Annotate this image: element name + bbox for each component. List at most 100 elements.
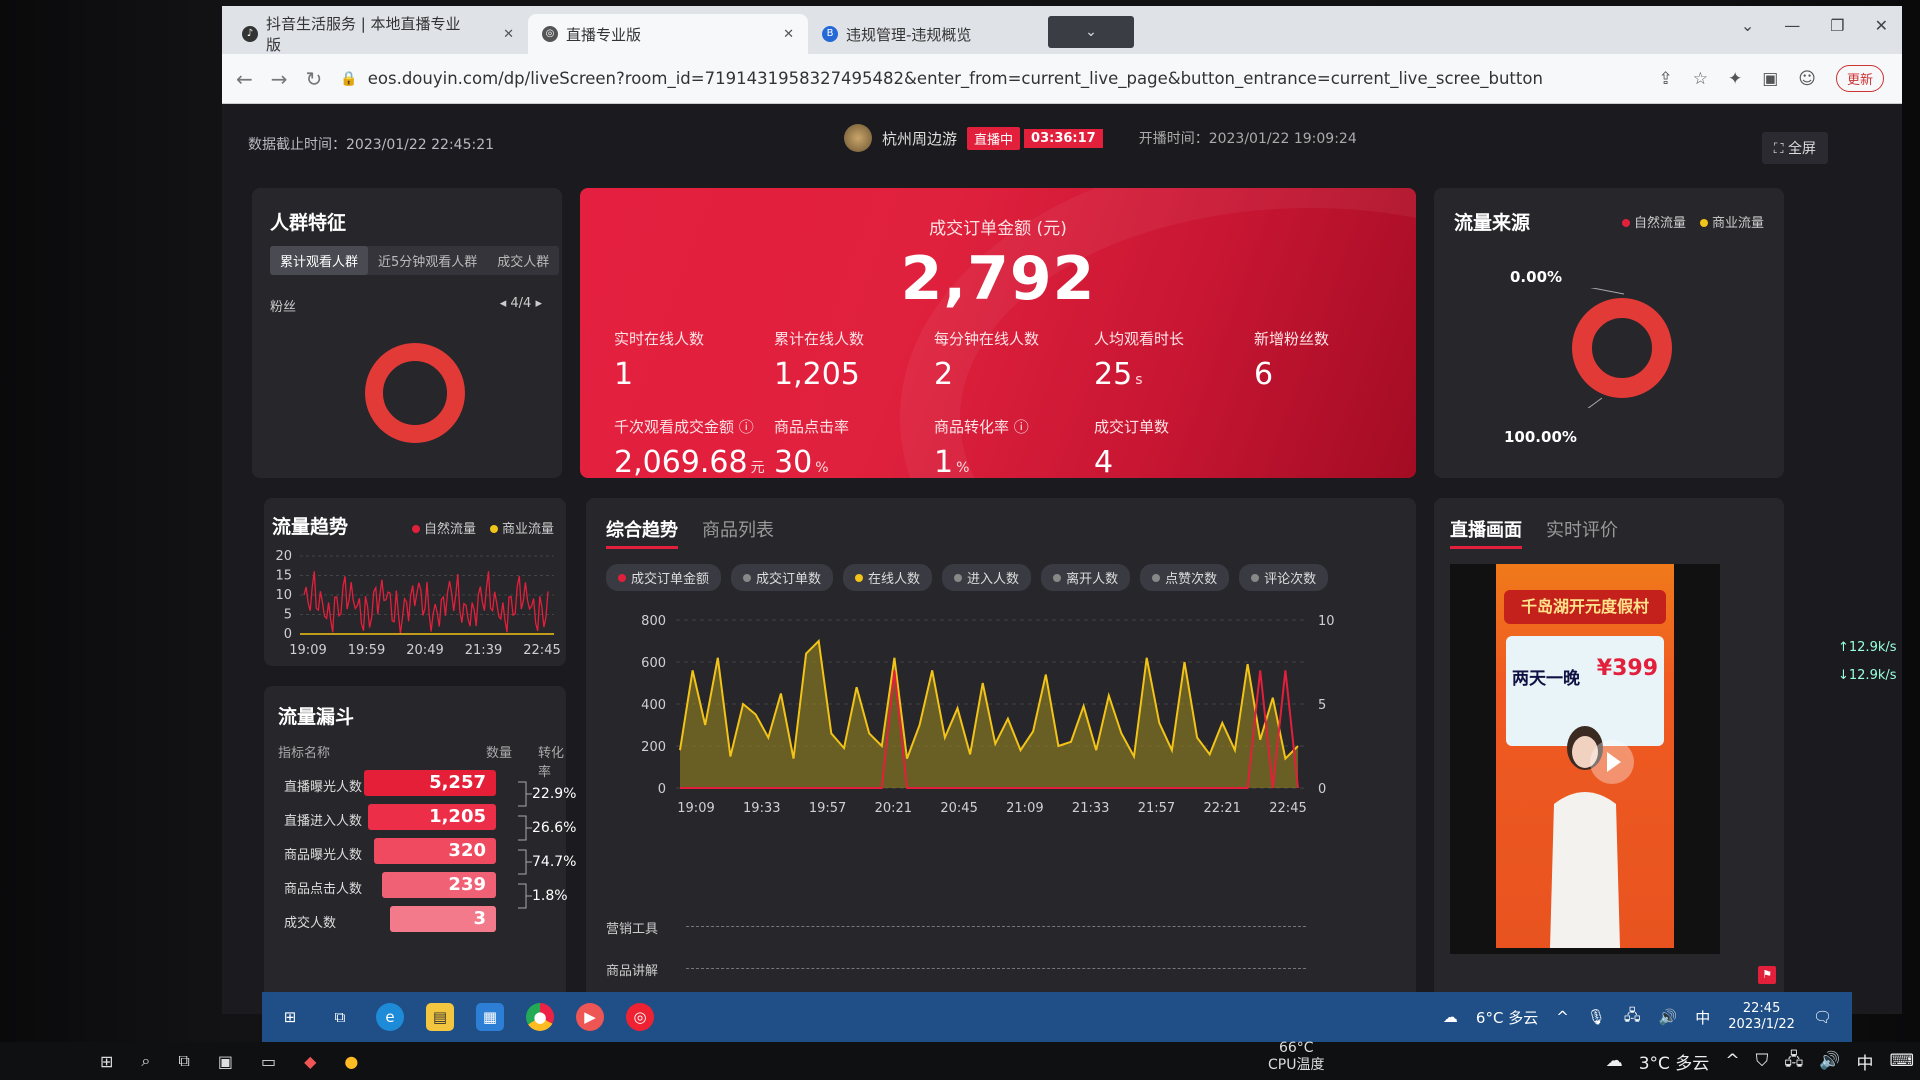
tab-label: 直播专业版	[566, 25, 642, 44]
live-video[interactable]: 千岛湖开元度假村 两天一晚 ¥399	[1450, 564, 1720, 954]
volume-icon[interactable]: 🔊	[1819, 1051, 1841, 1071]
outer-ime-indicator[interactable]: 中	[1856, 1053, 1874, 1074]
y-left-tick-label: 400	[641, 698, 666, 713]
fullscreen-button[interactable]: ⛶ 全屏	[1761, 132, 1828, 164]
network-icon[interactable]: 🖧	[1784, 1049, 1804, 1070]
network-icon[interactable]: 🖧	[1623, 1005, 1641, 1024]
search-icon[interactable]: ⌕	[141, 1051, 151, 1070]
natural-traffic-line	[303, 571, 549, 634]
tab-overview-trend[interactable]: 综合趋势	[606, 516, 678, 549]
x-tick-label: 21:09	[1006, 801, 1043, 816]
source-donut	[1572, 288, 1672, 408]
weather-text[interactable]: 6°C 多云	[1475, 1008, 1539, 1027]
avatar	[844, 124, 872, 152]
notification-icon[interactable]: 🗨	[1812, 1008, 1832, 1026]
legend-label: 商业流量	[501, 522, 554, 537]
traffic-funnel-panel: 流量漏斗 指标名称 数量 转化率 直播曝光人数 5,257 直播进入人数 1,205 商…	[264, 686, 576, 1002]
reload-icon[interactable]: ↻	[305, 66, 323, 91]
metric-pills: 成交订单金额 成交订单数 在线人数 进入人数 离开人数 点赞次数 评论次数	[606, 564, 1329, 591]
terminal-icon[interactable]: ▭	[260, 1051, 277, 1071]
task-view-icon[interactable]: ⧉	[178, 1051, 190, 1070]
metric-pill[interactable]: 点赞次数	[1140, 564, 1230, 591]
ime-indicator[interactable]: 中	[1695, 1008, 1711, 1027]
gmv-hero-card: 成交订单金额 (元) 2,792 实时在线人数 1 累计在线人数 1,205 每分钟…	[580, 188, 1416, 478]
metric-pill[interactable]: 进入人数	[942, 564, 1032, 591]
tab-buyers[interactable]: 成交人群	[497, 255, 550, 270]
prev-icon[interactable]: ◂	[499, 296, 511, 311]
app-icon[interactable]: ▣	[217, 1051, 233, 1071]
tab-douyin[interactable]: ♪ 抖音生活服务 | 本地直播专业版 ✕	[228, 14, 528, 54]
url-field[interactable]: 🔒 eos.douyin.com/dp/liveScreen?room_id=7…	[340, 61, 1640, 97]
file-explorer-icon[interactable]: ▤	[426, 1003, 454, 1031]
crowd-donut	[365, 343, 465, 443]
kpi-number: 1	[614, 357, 634, 392]
metric-pill[interactable]: 成交订单数	[731, 564, 834, 591]
metric-pill[interactable]: 评论次数	[1239, 564, 1329, 591]
net-down: ↓12.9k/s	[1838, 668, 1897, 683]
pill-dot	[618, 573, 626, 582]
volume-icon[interactable]: 🔊	[1658, 1008, 1678, 1026]
funnel-bar: 3	[390, 906, 496, 932]
pill-label: 点赞次数	[1165, 572, 1218, 587]
minimize-icon[interactable]: —	[1784, 16, 1801, 35]
poster-sub: 两天一晚	[1512, 669, 1580, 689]
keyboard-icon[interactable]: ⌨	[1889, 1051, 1914, 1071]
profile-icon[interactable]: ☺	[1798, 68, 1816, 89]
funnel-row-label: 直播进入人数	[284, 814, 363, 829]
close-icon[interactable]: ✕	[503, 26, 514, 42]
tab-live-screen[interactable]: 直播画面	[1450, 516, 1522, 549]
flag-icon[interactable]: ⚑	[1758, 966, 1776, 984]
tray-chevron-icon[interactable]: ^	[1725, 1051, 1740, 1071]
leader-line	[1590, 288, 1625, 295]
connector	[518, 815, 532, 841]
video-app-icon[interactable]: ▶	[576, 1003, 604, 1031]
extensions-icon[interactable]: ✦	[1727, 68, 1743, 89]
chevron-down-icon[interactable]: ⌄	[1740, 16, 1755, 35]
close-icon[interactable]: ✕	[783, 26, 794, 42]
app-icon[interactable]: ◎	[626, 1003, 654, 1031]
restore-icon[interactable]: ❐	[1830, 16, 1845, 35]
clock[interactable]: 22:45 2023/1/22	[1728, 1001, 1795, 1033]
tab-live-pro[interactable]: ◎ 直播专业版 ✕	[528, 14, 808, 54]
back-icon[interactable]: ←	[236, 66, 253, 91]
tab-recent-5min[interactable]: 近5分钟观看人群	[378, 255, 478, 270]
forward-icon[interactable]: →	[270, 66, 288, 91]
tab-realtime-review[interactable]: 实时评价	[1546, 520, 1618, 541]
outer-weather-text[interactable]: 3°C 多云	[1638, 1053, 1710, 1074]
play-icon[interactable]	[1590, 740, 1634, 784]
tab-cumulative[interactable]: 累计观看人群	[270, 246, 369, 275]
office-icon[interactable]: ◆	[304, 1051, 317, 1071]
edge-icon[interactable]: e	[376, 1003, 404, 1031]
windows-start-icon[interactable]: ⊞	[100, 1051, 114, 1071]
chrome-icon[interactable]: ●	[526, 1003, 554, 1031]
update-button[interactable]: 更新	[1835, 65, 1884, 92]
metric-pill[interactable]: 在线人数	[843, 564, 933, 591]
tab-violation[interactable]: B 违规管理-违规概览	[808, 14, 1028, 54]
store-icon[interactable]: ▦	[476, 1003, 504, 1031]
kpi-order-count: 成交订单数 4	[1094, 416, 1169, 478]
next-icon[interactable]: ▸	[531, 296, 542, 311]
kpi-label-text: 千次观看成交金额	[614, 418, 735, 436]
metric-pill[interactable]: 离开人数	[1041, 564, 1131, 591]
help-icon[interactable]: ⓘ	[1013, 418, 1029, 436]
x-tick-label: 22:45	[523, 643, 560, 658]
tab-product-list[interactable]: 商品列表	[702, 520, 774, 541]
help-icon[interactable]: ⓘ	[738, 418, 754, 436]
tab-search-dropdown[interactable]: ⌄	[1048, 16, 1134, 48]
windows-start-icon[interactable]: ⊞	[283, 1008, 297, 1026]
pill-dot	[855, 573, 864, 582]
close-window-icon[interactable]: ✕	[1874, 16, 1888, 35]
live-status-badge: 直播中	[967, 126, 1021, 150]
shield-icon[interactable]: ⛉	[1755, 1051, 1769, 1071]
share-icon[interactable]: ⇪	[1658, 68, 1673, 89]
tray-chevron-icon[interactable]: ^	[1556, 1008, 1569, 1026]
pill-dot	[743, 573, 752, 582]
sidepanel-icon[interactable]: ▣	[1762, 68, 1779, 89]
star-icon[interactable]: ☆	[1692, 68, 1708, 89]
legend-label: 自然流量	[423, 522, 476, 537]
y-tick-label: 20	[275, 549, 292, 564]
microphone-icon[interactable]: 🎙	[1586, 1008, 1606, 1026]
task-view-icon[interactable]: ⧉	[334, 1008, 346, 1026]
metric-pill[interactable]: 成交订单金额	[606, 564, 722, 591]
chrome-icon[interactable]: ●	[344, 1051, 359, 1071]
